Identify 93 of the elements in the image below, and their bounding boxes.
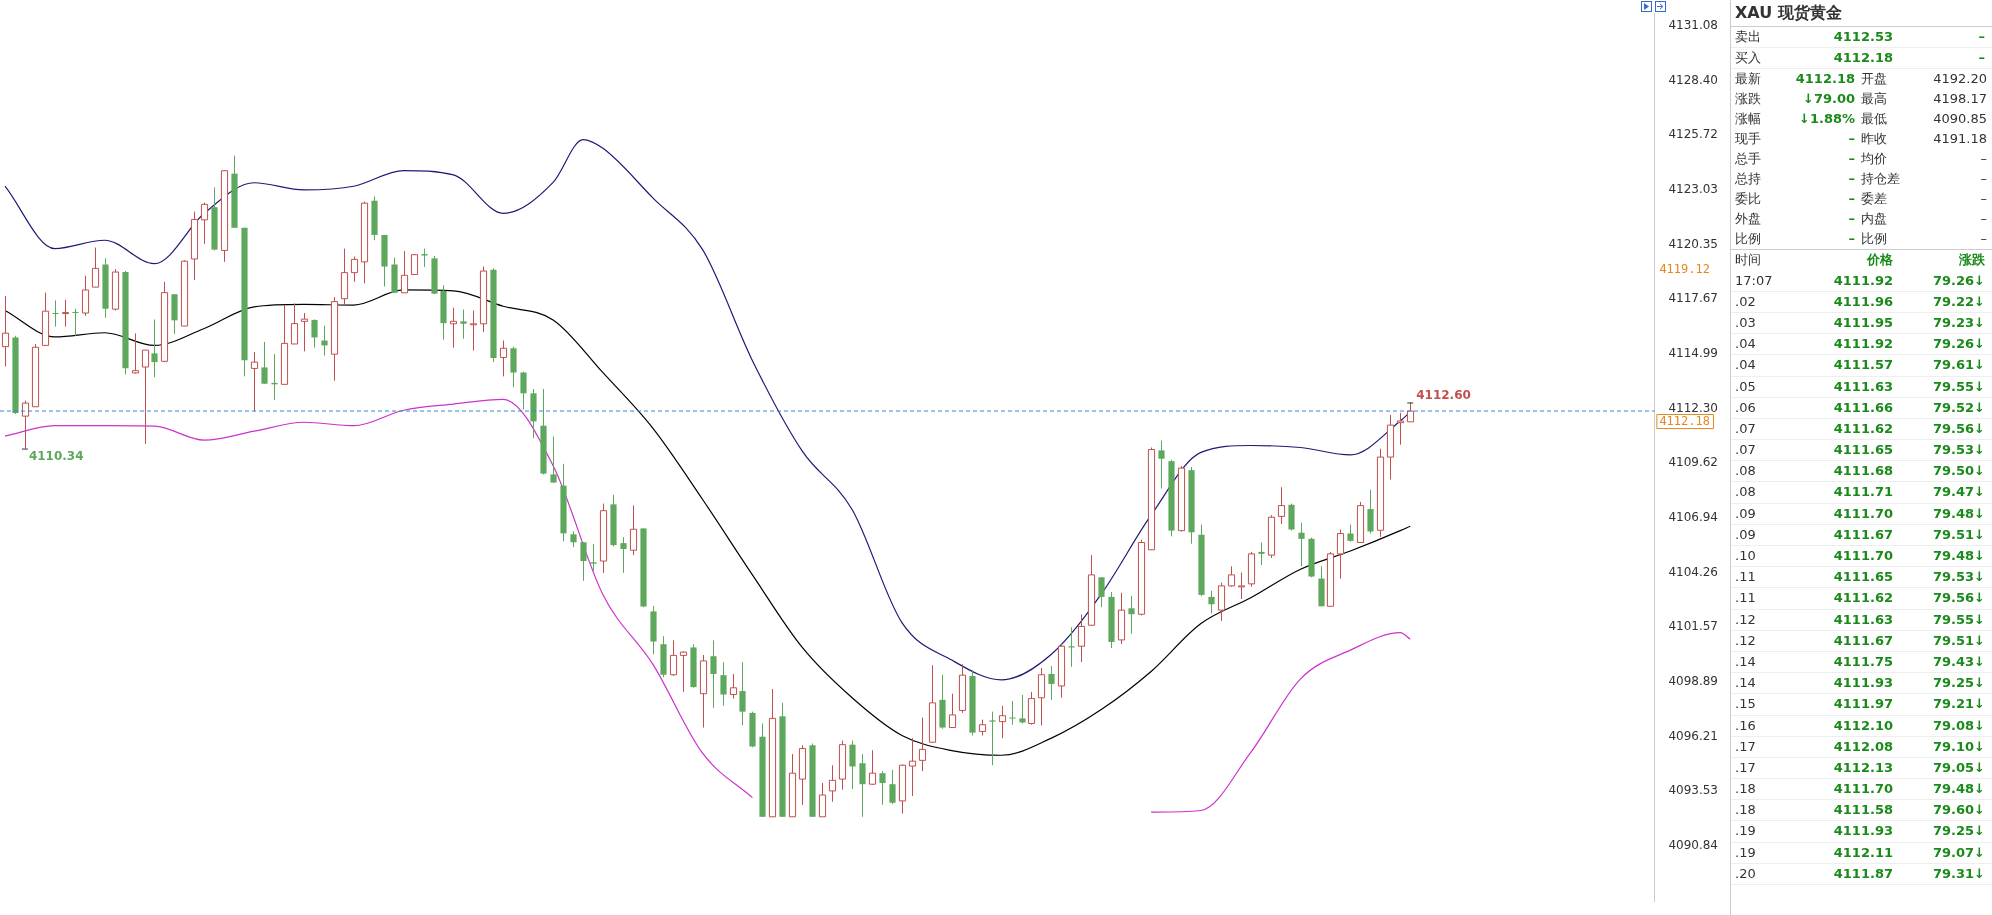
text: .12 4111.63 79.55↓ (1735, 611, 1985, 627)
candlestick (550, 436, 557, 484)
text: 外盘 – 内盘 – (1735, 211, 1987, 227)
candlestick (421, 248, 428, 268)
candlestick (151, 319, 158, 378)
text: 涨跌 ↓79.00 最高 4198.17 (1735, 91, 1987, 107)
y-tick-label: 4096.21 (1668, 728, 1718, 743)
candlestick (989, 711, 996, 766)
text: 17:07 4111.92 79.26↓ (1735, 272, 1985, 288)
text: .17 4112.13 79.05↓ (1735, 759, 1985, 775)
candlestick (710, 639, 717, 709)
y-tick-label: 4109.62 (1668, 455, 1718, 470)
candlestick (1009, 700, 1016, 726)
text: .08 4111.68 79.50↓ (1735, 463, 1985, 479)
text: XAU 现货黄金 (1731, 0, 1992, 27)
candlestick (1128, 595, 1135, 635)
candlestick (520, 371, 527, 411)
text: 4119.12 (1659, 261, 1710, 276)
text: .18 4111.58 79.60↓ (1735, 802, 1985, 818)
annotation: 4112.60 (1416, 387, 1471, 402)
candlestick (321, 325, 328, 357)
y-tick-label: 4125.72 (1668, 127, 1718, 142)
candlestick (1367, 489, 1374, 535)
y-tick-label: 4106.94 (1668, 509, 1718, 524)
y-tick-label: 4112.30 (1668, 400, 1718, 415)
text: 最新 4112.18 开盘 4192.20 (1735, 71, 1987, 87)
text: .10 4111.70 79.48↓ (1735, 548, 1985, 563)
candlestick (1048, 665, 1055, 701)
y-tick-label: 4120.35 (1668, 236, 1718, 251)
text: 比例 – 比例 – (1735, 231, 1987, 247)
text: .19 4111.93 79.25↓ (1735, 823, 1985, 839)
candlestick (72, 308, 79, 337)
candlestick (1098, 576, 1105, 608)
text: .14 4111.75 79.43↓ (1735, 653, 1985, 669)
text: 时间 价格 涨跌 (1735, 252, 1985, 268)
text: 买入 4112.18 – (1735, 50, 1985, 66)
candlestick (720, 661, 727, 707)
candlestick (1258, 541, 1265, 566)
text: .20 4111.87 79.31↓ (1735, 865, 1985, 881)
candlestick (261, 341, 268, 385)
ref-line-label: 4112.18 (1659, 413, 1710, 428)
text: .07 4111.62 79.56↓ (1735, 420, 1985, 436)
candlestick (580, 541, 587, 582)
text: .16 4112.10 79.08↓ (1735, 717, 1985, 733)
text: .02 4111.96 79.22↓ (1735, 293, 1985, 309)
text: .14 4111.93 79.25↓ (1735, 675, 1985, 691)
text: .12 4111.67 79.51↓ (1735, 632, 1985, 648)
text: 总手 – 均价 – (1735, 151, 1987, 167)
y-tick-label: 4101.57 (1668, 619, 1718, 634)
text: .03 4111.95 79.23↓ (1735, 314, 1985, 330)
text: .15 4111.97 79.21↓ (1735, 696, 1985, 712)
y-tick-label: 4104.26 (1668, 564, 1718, 579)
candlestick (879, 770, 886, 806)
text: .18 4111.70 79.48↓ (1735, 781, 1985, 797)
candlestick (1298, 522, 1305, 567)
candlestick (311, 319, 318, 349)
candlestick (849, 740, 856, 790)
text: 涨幅 ↓1.88% 最低 4090.85 (1735, 111, 1987, 127)
text: .08 4111.71 79.47↓ (1735, 484, 1985, 500)
text: 卖出 4112.53 – (1735, 29, 1985, 44)
candlestick (590, 543, 597, 572)
candlestick (460, 309, 467, 340)
candlestick (859, 753, 866, 818)
candlestick (889, 769, 896, 805)
candlestick (620, 536, 627, 574)
y-tick-label: 4123.03 (1668, 182, 1718, 197)
text: .05 4111.63 79.55↓ (1735, 378, 1985, 394)
text: 现手 – 昨收 4191.18 (1735, 131, 1987, 147)
text: .11 4111.62 79.56↓ (1735, 590, 1985, 606)
y-tick-label: 4093.53 (1668, 783, 1718, 798)
candlestick (739, 661, 746, 727)
text: .11 4111.65 79.53↓ (1735, 569, 1985, 585)
y-tick-label: 4128.40 (1668, 72, 1718, 87)
text: 总持 – 持仓差 – (1735, 171, 1987, 187)
candlestick (1019, 694, 1026, 724)
candlestick (52, 299, 59, 328)
y-tick-label: 4114.99 (1668, 345, 1718, 360)
text: .04 4111.92 79.26↓ (1735, 336, 1985, 352)
candlestick (1158, 440, 1165, 489)
text: .17 4112.08 79.10↓ (1735, 738, 1985, 754)
text: .09 4111.67 79.51↓ (1735, 526, 1985, 542)
y-tick-label: 4117.67 (1668, 291, 1718, 306)
text: .07 4111.65 79.53↓ (1735, 442, 1985, 458)
text: .09 4111.70 79.48↓ (1735, 505, 1985, 521)
y-tick-label: 4090.84 (1668, 838, 1718, 853)
text: 委比 – 委差 – (1735, 191, 1987, 207)
y-tick-label: 4131.08 (1668, 17, 1718, 32)
y-tick-label: 4098.89 (1668, 674, 1718, 689)
text: .06 4111.66 79.52↓ (1735, 399, 1985, 415)
text: .04 4111.57 79.61↓ (1735, 357, 1985, 373)
annotation: 4110.34 (28, 448, 84, 463)
candlestick (1208, 590, 1215, 614)
text: .19 4112.11 79.07↓ (1735, 844, 1985, 860)
